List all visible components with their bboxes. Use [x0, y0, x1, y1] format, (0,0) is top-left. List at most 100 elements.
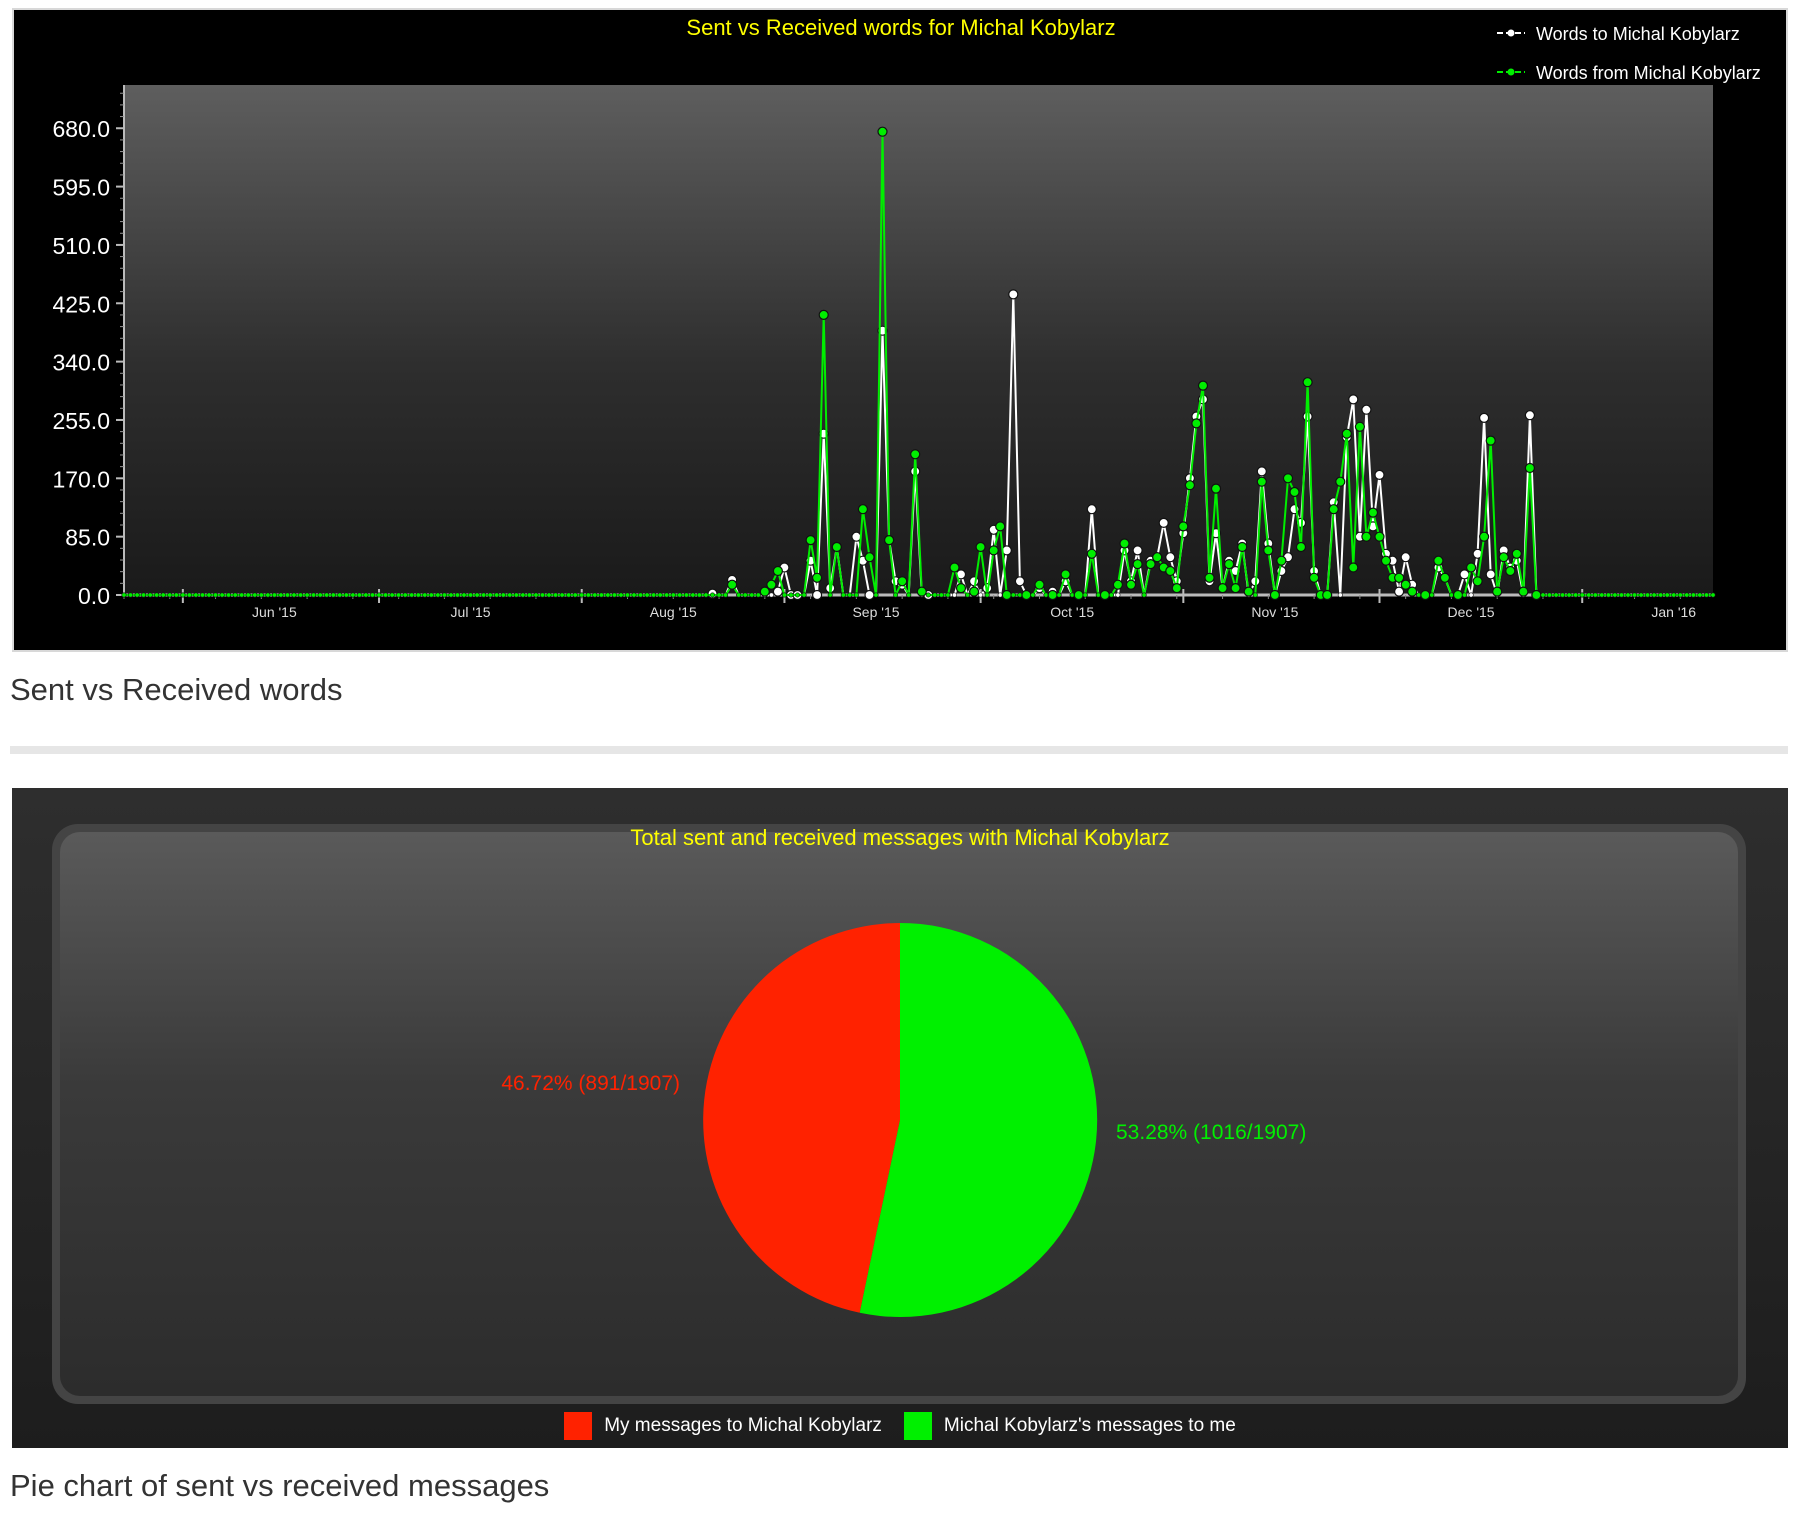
data-point-sent[interactable] — [749, 592, 755, 598]
data-point-sent[interactable] — [1282, 473, 1294, 484]
data-point-sent[interactable] — [1060, 569, 1071, 580]
data-point-sent[interactable] — [968, 586, 980, 597]
data-point-received[interactable] — [1014, 576, 1026, 587]
data-point-sent[interactable] — [252, 592, 258, 598]
data-point-sent[interactable] — [1145, 558, 1156, 570]
data-point-sent[interactable] — [840, 592, 846, 598]
data-point-sent[interactable] — [736, 592, 742, 598]
data-point-sent[interactable] — [553, 592, 559, 598]
data-point-sent[interactable] — [415, 592, 421, 598]
data-point-sent[interactable] — [1658, 592, 1664, 598]
data-point-sent[interactable] — [428, 592, 434, 598]
data-point-sent[interactable] — [1710, 592, 1716, 598]
data-point-sent[interactable] — [910, 449, 921, 460]
data-point-sent[interactable] — [1010, 592, 1016, 598]
data-point-sent[interactable] — [827, 592, 833, 598]
data-point-sent[interactable] — [1573, 592, 1579, 598]
data-point-sent[interactable] — [546, 592, 552, 598]
data-point-sent[interactable] — [1125, 579, 1137, 590]
data-point-sent[interactable] — [1367, 507, 1379, 518]
data-point-sent[interactable] — [932, 592, 938, 598]
data-point-sent[interactable] — [206, 592, 212, 598]
data-point-sent[interactable] — [474, 592, 480, 598]
data-point-received[interactable] — [968, 576, 980, 587]
data-point-sent[interactable] — [1269, 589, 1281, 601]
data-point-sent[interactable] — [995, 521, 1006, 532]
data-point-sent[interactable] — [883, 534, 895, 546]
data-point-sent[interactable] — [1632, 592, 1638, 598]
data-point-sent[interactable] — [955, 582, 967, 594]
data-point-sent[interactable] — [141, 592, 147, 598]
data-point-sent[interactable] — [726, 579, 738, 590]
data-point-sent[interactable] — [454, 592, 460, 598]
data-point-sent[interactable] — [1592, 592, 1598, 598]
data-point-received[interactable] — [1374, 469, 1385, 480]
data-point-sent[interactable] — [1263, 545, 1274, 556]
data-point-sent[interactable] — [1439, 572, 1451, 583]
data-point-received[interactable] — [864, 589, 875, 601]
data-point-sent[interactable] — [1704, 592, 1710, 598]
data-point-sent[interactable] — [278, 592, 284, 598]
data-point-sent[interactable] — [1197, 380, 1209, 391]
data-point-sent[interactable] — [818, 309, 829, 320]
data-point-sent[interactable] — [670, 592, 676, 598]
data-point-sent[interactable] — [1030, 592, 1036, 598]
data-point-sent[interactable] — [1560, 592, 1566, 598]
data-point-sent[interactable] — [1579, 592, 1585, 598]
data-point-sent[interactable] — [311, 592, 317, 598]
pie-legend-item-received[interactable]: Michal Kobylarz's messages to me — [903, 1412, 1236, 1440]
data-point-sent[interactable] — [1191, 418, 1202, 429]
data-point-sent[interactable] — [369, 592, 375, 598]
data-point-sent[interactable] — [857, 504, 869, 515]
data-point-sent[interactable] — [696, 592, 702, 598]
data-point-sent[interactable] — [1243, 586, 1254, 597]
data-point-sent[interactable] — [1690, 592, 1696, 598]
data-point-sent[interactable] — [964, 592, 970, 598]
data-point-sent[interactable] — [1322, 589, 1333, 601]
data-point-sent[interactable] — [585, 592, 591, 598]
data-point-sent[interactable] — [925, 592, 931, 598]
data-point-sent[interactable] — [324, 592, 330, 598]
data-point-sent[interactable] — [801, 592, 807, 598]
data-point-sent[interactable] — [1237, 541, 1248, 553]
data-point-sent[interactable] — [441, 592, 447, 598]
data-point-sent[interactable] — [893, 592, 899, 598]
data-point-sent[interactable] — [831, 541, 842, 553]
data-point-sent[interactable] — [709, 592, 715, 598]
data-point-received[interactable] — [1348, 394, 1359, 405]
data-point-sent[interactable] — [337, 592, 343, 598]
data-point-sent[interactable] — [1380, 555, 1392, 566]
data-point-sent[interactable] — [897, 576, 908, 587]
data-point-sent[interactable] — [1612, 592, 1618, 598]
data-point-sent[interactable] — [1276, 555, 1287, 566]
data-point-received[interactable] — [1008, 289, 1019, 300]
data-point-sent[interactable] — [1047, 589, 1058, 601]
data-point-sent[interactable] — [1165, 565, 1176, 577]
data-point-sent[interactable] — [683, 592, 689, 598]
data-point-sent[interactable] — [180, 592, 186, 598]
data-point-sent[interactable] — [1638, 592, 1644, 598]
data-point-sent[interactable] — [232, 592, 238, 598]
data-point-sent[interactable] — [723, 592, 729, 598]
data-point-sent[interactable] — [1086, 548, 1097, 559]
data-point-sent[interactable] — [239, 592, 245, 598]
data-point-sent[interactable] — [520, 592, 526, 598]
data-point-sent[interactable] — [291, 592, 297, 598]
data-point-received[interactable] — [1115, 592, 1121, 598]
data-point-received[interactable] — [851, 531, 862, 542]
data-point-sent[interactable] — [1152, 552, 1163, 563]
data-point-sent[interactable] — [766, 579, 777, 590]
data-point-sent[interactable] — [811, 572, 823, 583]
data-point-sent[interactable] — [448, 592, 454, 598]
data-point-sent[interactable] — [1230, 582, 1241, 594]
data-point-received[interactable] — [1158, 517, 1169, 529]
data-point-sent[interactable] — [1518, 586, 1529, 597]
pie-slice-sent[interactable] — [703, 923, 900, 1313]
data-point-received[interactable] — [1468, 592, 1474, 598]
data-point-sent[interactable] — [1204, 572, 1215, 583]
data-point-sent[interactable] — [1420, 589, 1431, 601]
data-point-sent[interactable] — [1184, 480, 1196, 491]
data-point-sent[interactable] — [1348, 562, 1359, 573]
data-point-sent[interactable] — [794, 592, 800, 598]
data-point-sent[interactable] — [572, 592, 578, 598]
